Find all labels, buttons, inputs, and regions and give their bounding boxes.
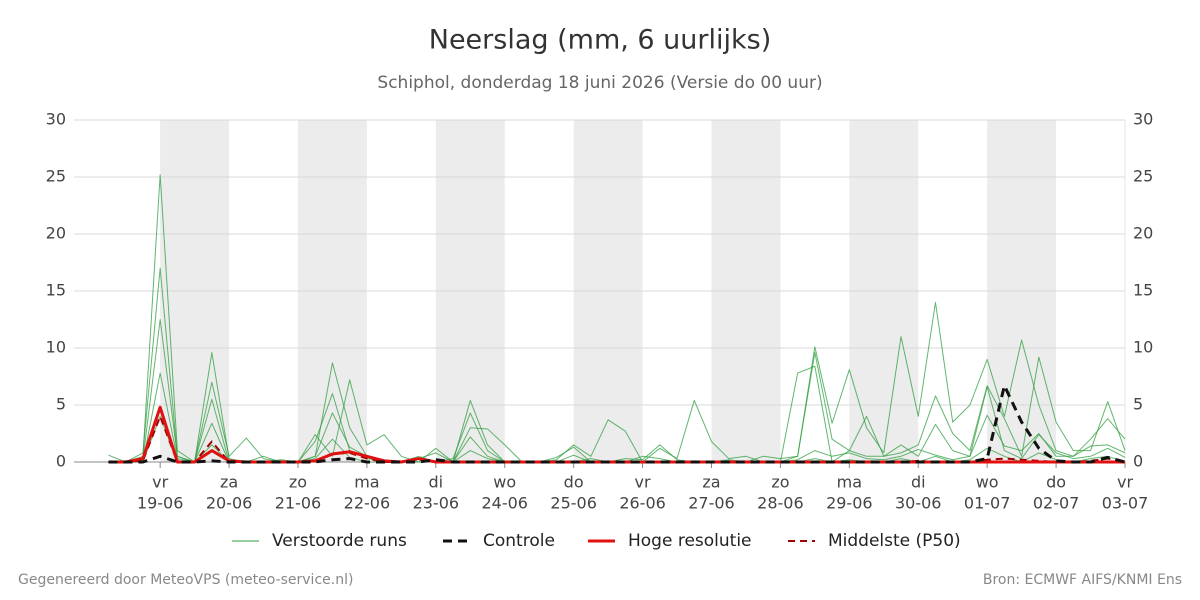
y2-tick-label: 20 xyxy=(1133,224,1153,243)
x-tick-label: do xyxy=(564,473,584,492)
y2-tick-label: 10 xyxy=(1133,338,1153,357)
x-tick-label: di xyxy=(911,473,926,492)
x-tick-date: 19-06 xyxy=(137,494,184,513)
legend-label: Verstoorde runs xyxy=(272,531,407,551)
y-tick-label: 25 xyxy=(46,167,66,186)
x-tick-date: 29-06 xyxy=(826,494,873,513)
x-tick-date: 20-06 xyxy=(206,494,253,513)
x-tick-date: 22-06 xyxy=(344,494,391,513)
x-tick-label: za xyxy=(702,473,720,492)
x-tick-label: vr xyxy=(635,473,651,492)
legend-label: Middelste (P50) xyxy=(828,531,961,551)
x-tick-label: vr xyxy=(152,473,168,492)
series-line xyxy=(108,384,1126,464)
x-tick-label: wo xyxy=(493,473,516,492)
x-tick-date: 03-07 xyxy=(1102,494,1149,513)
x-tick-label: zo xyxy=(771,473,789,492)
x-tick-date: 02-07 xyxy=(1033,494,1080,513)
x-tick-date: 24-06 xyxy=(481,494,528,513)
x-tick-label: zo xyxy=(289,473,307,492)
x-tick-label: di xyxy=(429,473,444,492)
y-tick-label: 0 xyxy=(56,452,66,471)
y2-tick-label: 0 xyxy=(1133,452,1143,471)
chart-title: Neerslag (mm, 6 uurlijks) xyxy=(429,25,771,56)
x-tick-date: 25-06 xyxy=(550,494,597,513)
y2-tick-label: 15 xyxy=(1133,281,1153,300)
x-tick-date: 30-06 xyxy=(895,494,942,513)
chart-subtitle: Schiphol, donderdag 18 juni 2026 (Versie… xyxy=(377,73,822,93)
y2-tick-label: 5 xyxy=(1133,395,1143,414)
x-tick-label: ma xyxy=(837,473,862,492)
x-tick-label: do xyxy=(1046,473,1066,492)
y2-tick-label: 30 xyxy=(1133,110,1153,129)
x-tick-label: ma xyxy=(354,473,379,492)
footer-right: Bron: ECMWF AIFS/KNMI Ens xyxy=(983,572,1182,588)
y-tick-label: 15 xyxy=(46,281,66,300)
legend-label: Controle xyxy=(483,531,555,551)
y-tick-label: 10 xyxy=(46,338,66,357)
y-tick-label: 5 xyxy=(56,395,66,414)
ensemble-run xyxy=(108,174,1126,463)
footer-left: Gegenereerd door MeteoVPS (meteo-service… xyxy=(18,572,353,588)
x-tick-date: 01-07 xyxy=(964,494,1011,513)
y-tick-label: 20 xyxy=(46,224,66,243)
x-tick-label: vr xyxy=(1117,473,1133,492)
x-tick-label: za xyxy=(220,473,238,492)
x-tick-date: 28-06 xyxy=(757,494,804,513)
y2-tick-label: 25 xyxy=(1133,167,1153,186)
x-tick-date: 27-06 xyxy=(688,494,735,513)
x-tick-label: wo xyxy=(976,473,999,492)
legend-label: Hoge resolutie xyxy=(628,531,752,551)
x-tick-date: 23-06 xyxy=(413,494,460,513)
y-tick-label: 30 xyxy=(46,110,66,129)
x-tick-date: 21-06 xyxy=(275,494,322,513)
x-tick-date: 26-06 xyxy=(619,494,666,513)
